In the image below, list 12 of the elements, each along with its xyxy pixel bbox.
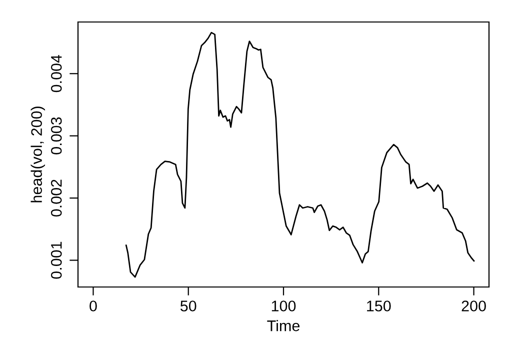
y-tick-label: 0.004: [50, 54, 62, 92]
y-axis-title: head(vol, 200): [30, 106, 45, 202]
x-axis-title: Time: [267, 320, 300, 332]
x-tick-label: 0: [90, 300, 97, 312]
y-tick-label: 0.001: [50, 242, 62, 279]
x-tick-label: 50: [180, 300, 196, 312]
y-tick-label: 0.003: [50, 117, 62, 154]
x-tick-label: 150: [367, 300, 391, 312]
x-tick-label: 200: [462, 300, 486, 312]
x-tick-label: 100: [272, 300, 296, 312]
line-series: [125, 32, 475, 278]
y-tick-label: 0.002: [50, 180, 62, 217]
